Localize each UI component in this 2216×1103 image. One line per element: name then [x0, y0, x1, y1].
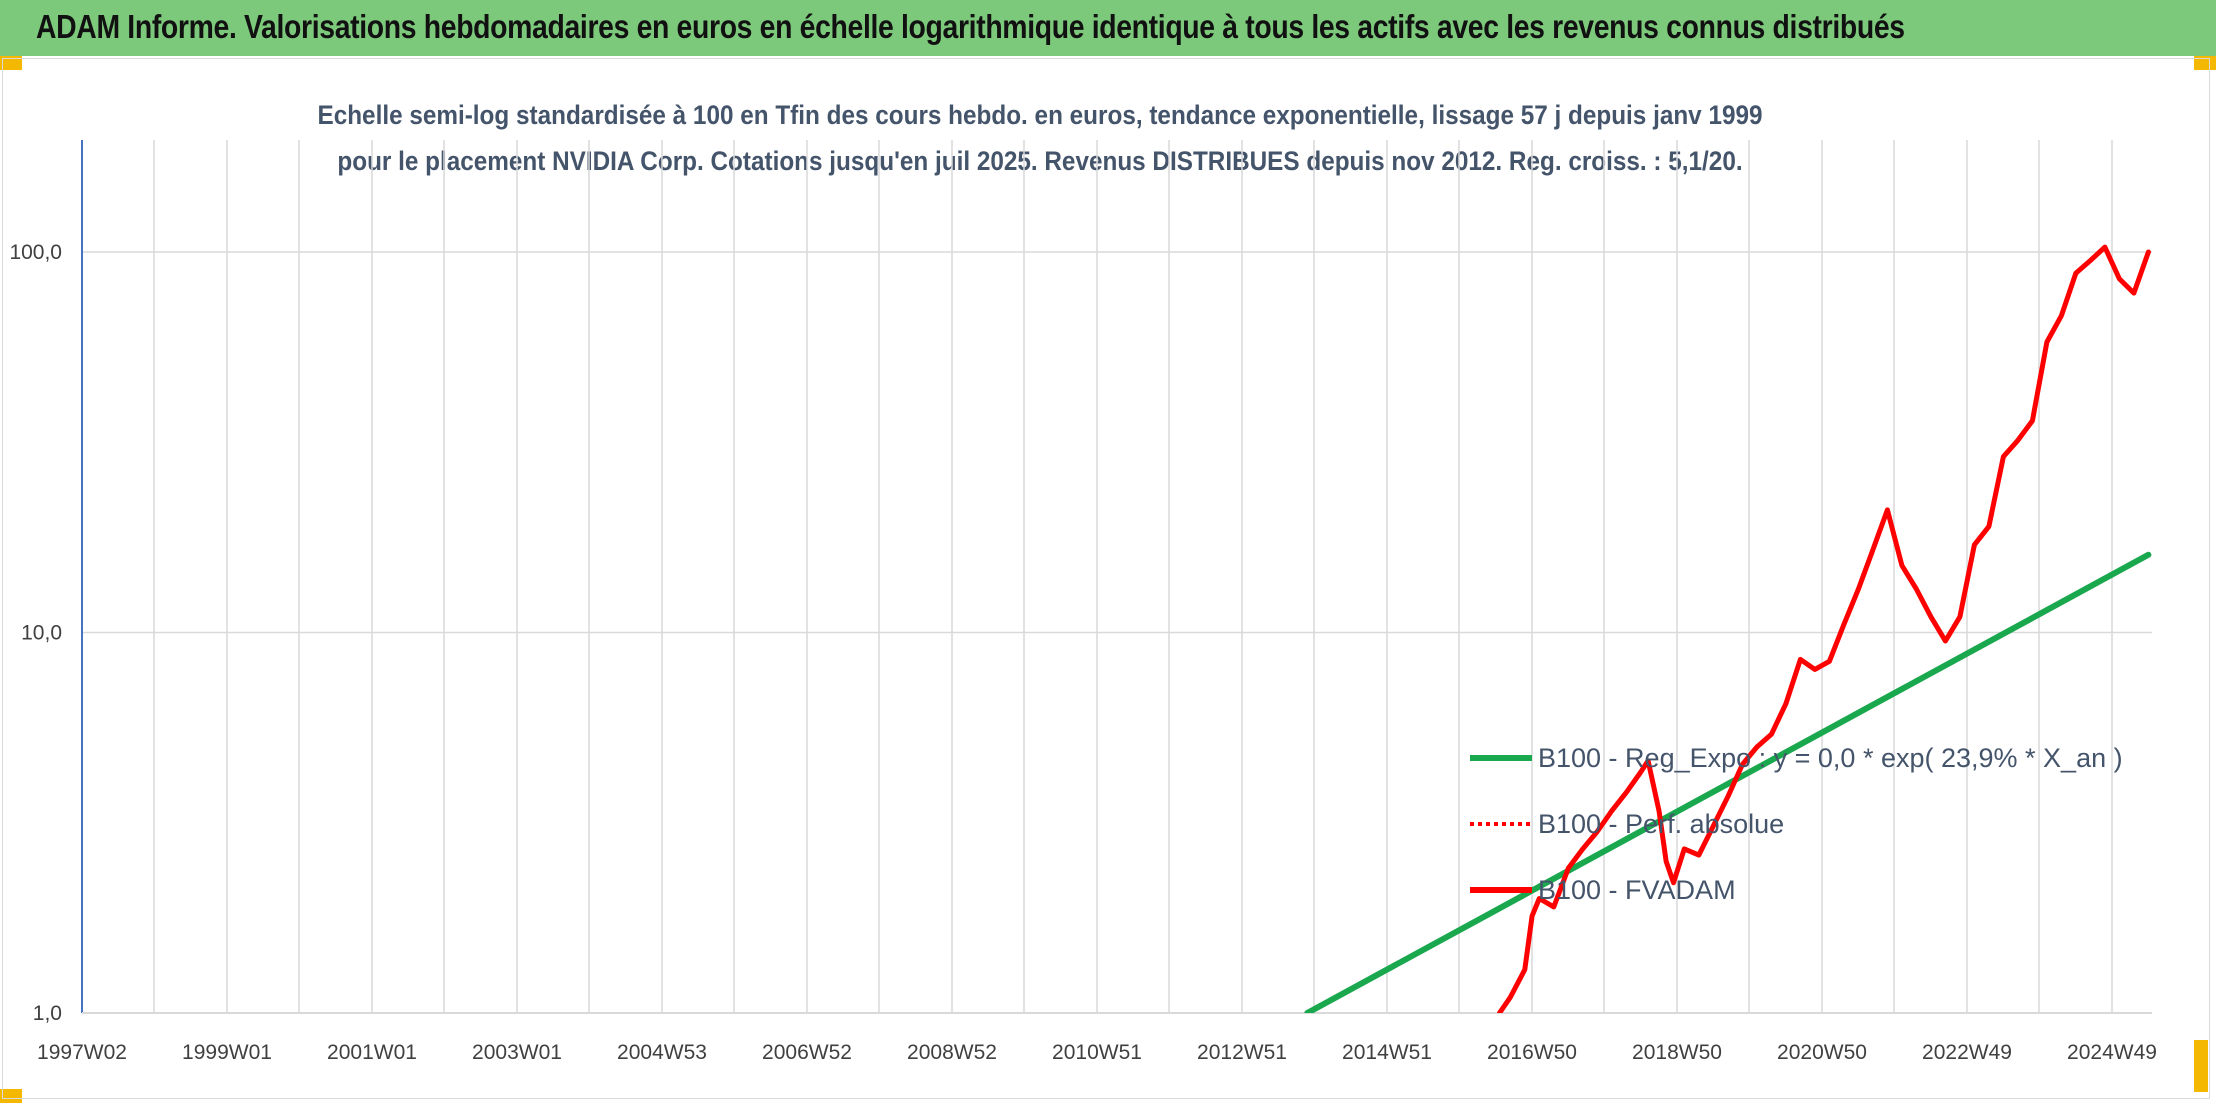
- series-line-reg-expo: [1304, 551, 2152, 1013]
- x-tick-label: 2024W49: [2067, 1041, 2157, 1064]
- header-bar: ADAM Informe. Valorisations hebdomadaire…: [0, 0, 2216, 56]
- series-line-fvadam: [1497, 244, 2151, 1013]
- x-tick-label: 2020W50: [1777, 1041, 1867, 1064]
- page-title: ADAM Informe. Valorisations hebdomadaire…: [36, 8, 1905, 45]
- chart-title: Echelle semi-log standardisée à 100 en T…: [317, 100, 1763, 176]
- legend-item-perf-absolue-label: B100 - Perf. absolue: [1538, 809, 1784, 839]
- y-tick-label: 100,0: [9, 241, 62, 264]
- legend-item-fvadam-label: B100 - FVADAM: [1538, 875, 1736, 905]
- x-tick-label: 2022W49: [1922, 1041, 2012, 1064]
- x-tick-label: 2016W50: [1487, 1041, 1577, 1064]
- x-tick-label: 2012W51: [1197, 1041, 1287, 1064]
- corner-marker-bottom-right: [2194, 1040, 2208, 1092]
- legend-item-reg-expo-label: B100 - Reg_Expo : y = 0,0 * exp( 23,9% *…: [1538, 743, 2123, 773]
- x-tick-label: 1997W02: [37, 1041, 127, 1064]
- x-tick-label: 2006W52: [762, 1041, 852, 1064]
- x-tick-label: 2008W52: [907, 1041, 997, 1064]
- corner-marker-top-right: [2194, 56, 2216, 70]
- x-tick-label: 2018W50: [1632, 1041, 1722, 1064]
- x-tick-label: 2004W53: [617, 1041, 707, 1064]
- x-tick-label: 2001W01: [327, 1041, 417, 1064]
- y-tick-label: 1,0: [33, 1002, 62, 1025]
- y-tick-label: 10,0: [21, 622, 62, 645]
- x-tick-label: 1999W01: [182, 1041, 272, 1064]
- x-tick-label: 2010W51: [1052, 1041, 1142, 1064]
- corner-marker-top-left: [0, 56, 22, 70]
- x-tick-label: 2003W01: [472, 1041, 562, 1064]
- x-tick-label: 2014W51: [1342, 1041, 1432, 1064]
- chart-frame: [2, 58, 2210, 1099]
- corner-marker-bottom-left: [0, 1089, 22, 1103]
